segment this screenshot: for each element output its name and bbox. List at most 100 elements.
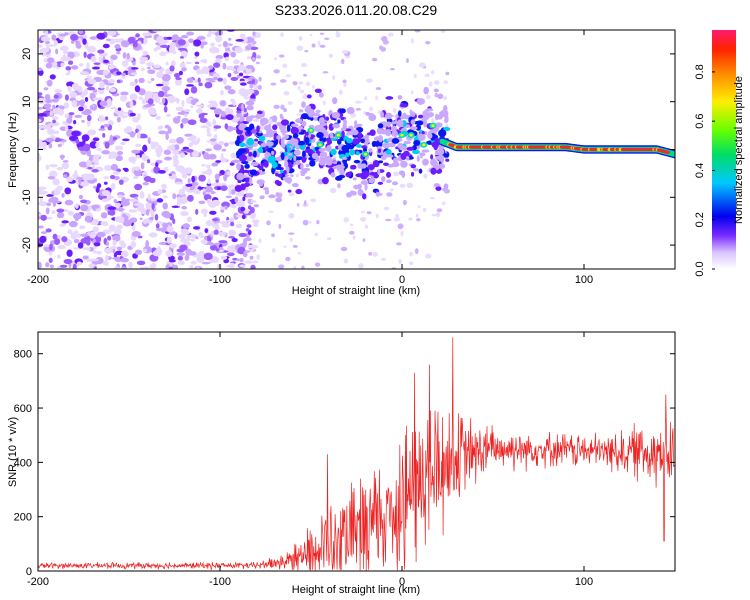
spectrogram-cell	[412, 149, 420, 155]
spectrogram-cell	[247, 129, 251, 135]
spectrogram-cell	[155, 223, 160, 229]
spectrogram-cell	[364, 224, 369, 229]
spectrogram-cell	[322, 100, 326, 106]
spectrogram-cell	[325, 116, 330, 121]
spectrogram-cell	[206, 168, 213, 176]
spectrogram-cell	[238, 134, 245, 143]
spectrogram-cell	[417, 114, 424, 119]
spectrogram-cell	[146, 159, 151, 164]
spectrogram-x-tick-label: 100	[575, 274, 593, 286]
spectrogram-cell	[414, 30, 421, 33]
snr-frame	[37, 331, 676, 572]
spectrogram-cell	[180, 122, 184, 129]
spectrogram-cell	[52, 233, 58, 240]
spectrogram-cell	[430, 167, 437, 175]
spectrogram-cell	[117, 194, 123, 199]
spectrogram-cell	[665, 150, 670, 154]
spectrogram-cell	[194, 51, 200, 57]
spectrogram-cell	[71, 100, 78, 108]
spectrogram-cell	[116, 51, 121, 55]
spectrogram-cell	[180, 170, 185, 174]
spectrogram-cell	[187, 178, 191, 184]
spectrogram-cell	[433, 80, 440, 85]
spectrogram-cell	[64, 187, 72, 195]
spectrogram-cell	[124, 111, 128, 115]
spectrogram-cell	[128, 261, 133, 269]
spectrogram-cell	[121, 72, 127, 77]
spectrogram-cell	[253, 204, 260, 208]
spectrogram-cell	[255, 32, 262, 38]
spectrogram-cell	[196, 36, 206, 40]
spectrogram-cell	[250, 264, 256, 269]
spectrogram-cell	[179, 244, 188, 251]
spectrogram-cell	[108, 209, 116, 216]
snr-x-tick-label: -100	[209, 576, 231, 588]
spectrogram-cell	[314, 232, 319, 237]
spectrogram-cell	[251, 35, 256, 39]
spectrogram-cell	[332, 75, 336, 81]
spectrogram-cell	[287, 152, 293, 157]
spectrogram-cell	[129, 81, 137, 87]
spectrogram-cell	[173, 264, 179, 269]
spectrogram-cell	[198, 113, 205, 119]
spectrogram-cell	[96, 147, 103, 152]
spectrogram-cell	[238, 64, 245, 71]
spectrogram-cell	[101, 189, 111, 197]
spectrogram-cell	[277, 173, 283, 178]
spectrogram-cell	[145, 62, 154, 67]
spectrogram-cell	[287, 147, 291, 153]
spectrogram-cell	[175, 106, 184, 112]
spectrogram-cell	[257, 110, 263, 115]
spectrogram-cell	[318, 147, 326, 152]
spectrogram-cell	[191, 150, 199, 158]
spectrogram-cell	[253, 221, 259, 228]
spectrogram-cell	[91, 204, 100, 209]
spectrogram-cell	[110, 245, 117, 250]
spectrogram-cell	[198, 174, 206, 182]
spectrogram-cell	[283, 91, 290, 96]
spectrogram-cell	[218, 140, 225, 146]
spectrogram-cell	[120, 91, 129, 96]
spectrogram-cell	[409, 133, 413, 137]
spectrogram-cell	[112, 171, 120, 175]
spectrogram-cell	[69, 220, 78, 228]
spectrogram-cell	[183, 108, 191, 112]
spectrogram-cell	[391, 125, 397, 132]
spectrogram-cell	[135, 154, 141, 159]
spectrogram-cell	[168, 45, 176, 54]
spectrogram-cell	[129, 67, 139, 70]
spectrogram-cell	[102, 229, 112, 234]
spectrogram-cell	[205, 77, 214, 81]
spectrogram-cell	[201, 67, 205, 74]
spectrogram-cell	[79, 99, 85, 107]
spectrogram-cell	[246, 224, 252, 228]
spectrogram-cell	[203, 252, 213, 261]
spectrogram-cell	[441, 201, 446, 206]
spectrogram-cell	[433, 183, 440, 187]
spectrogram-cell	[122, 219, 132, 227]
spectrogram-cell	[76, 261, 82, 266]
spectrogram-cell	[225, 107, 231, 114]
spectrogram-cell	[345, 132, 350, 136]
spectrogram-cell	[186, 216, 192, 223]
spectrogram-cell	[258, 135, 266, 142]
spectrogram-cell	[304, 131, 309, 136]
spectrogram-cell	[230, 160, 240, 163]
spectrogram-cell	[159, 44, 170, 49]
spectrogram-cell	[44, 94, 51, 100]
spectrogram-cell	[139, 59, 146, 65]
spectrogram-cell	[198, 82, 203, 87]
spectrogram-cell	[314, 262, 321, 267]
spectrogram-cell	[207, 178, 211, 185]
spectrogram-cell	[253, 85, 258, 91]
spectrogram-cell	[440, 30, 446, 33]
spectrogram-cell	[164, 156, 172, 161]
spectrogram-cell	[203, 152, 210, 160]
spectrogram-cell	[221, 148, 227, 152]
spectrogram-cell	[38, 97, 46, 105]
spectrogram-cell	[52, 178, 60, 186]
spectrogram-cell	[219, 220, 227, 225]
spectrogram-cell	[430, 70, 435, 75]
spectrogram-cell	[133, 168, 142, 177]
spectrogram-cell	[431, 124, 435, 127]
